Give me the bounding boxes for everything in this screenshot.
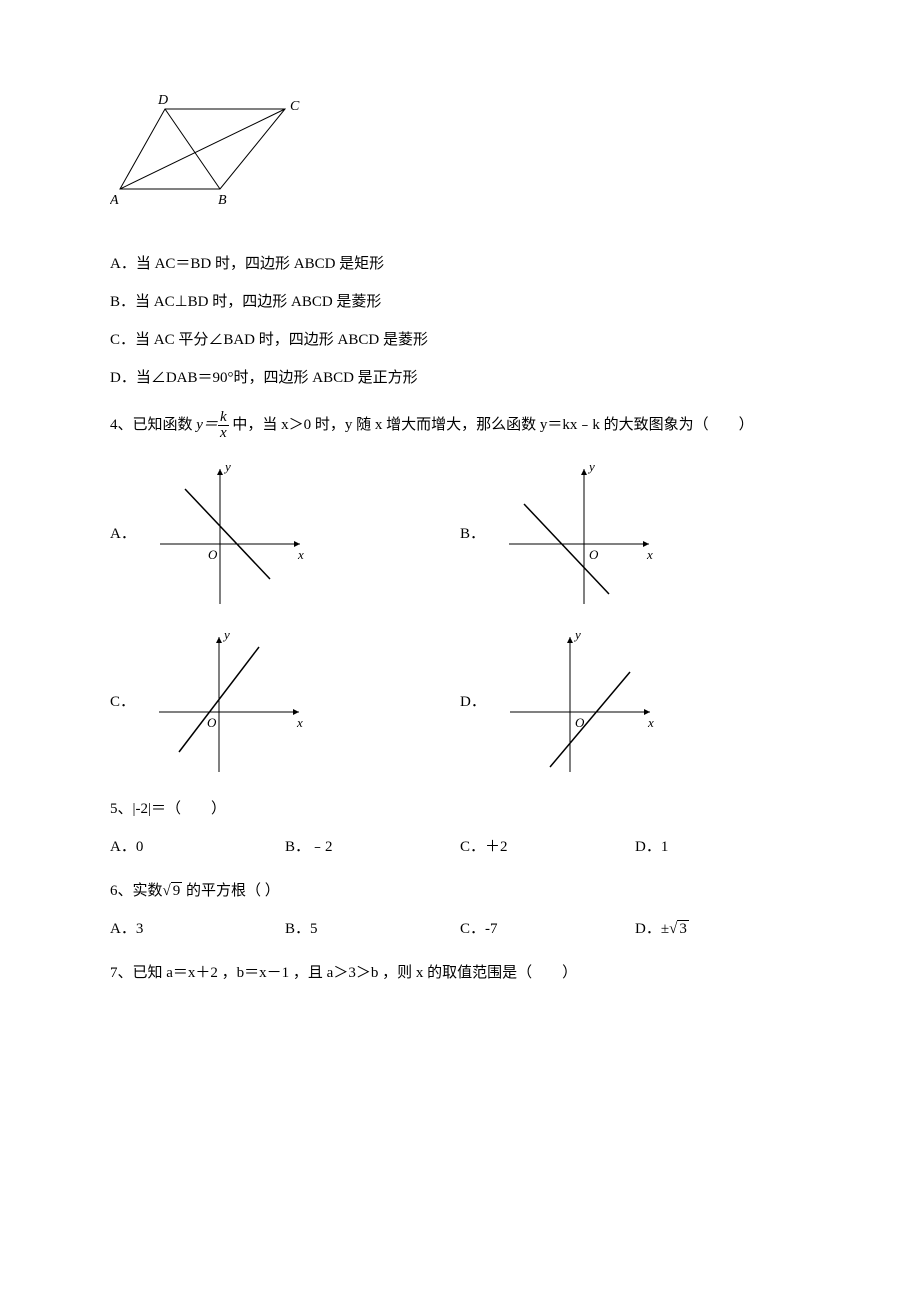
q5-stem: 5、|-2|＝（ ） (110, 797, 810, 821)
q4-stem-pre: 4、已知函数 (110, 417, 196, 433)
svg-text:O: O (589, 547, 599, 562)
q6-options: A．3 B．5 C．-7 D．±√3 (110, 917, 810, 941)
svg-text:x: x (646, 547, 653, 562)
q4-graph-A: y x O (150, 459, 310, 609)
q6-stem-pre: 6、实数 (110, 883, 163, 899)
label-A: A (110, 193, 119, 208)
q6-option-D: D．±√3 (635, 917, 810, 941)
svg-text:y: y (587, 459, 595, 474)
q4-graphs-row2: C． y x O D． y x O (110, 627, 810, 777)
svg-text:y: y (223, 459, 231, 474)
q5-option-A: A．0 (110, 835, 285, 859)
svg-text:y: y (573, 627, 581, 642)
q5-option-D: D．1 (635, 835, 810, 859)
q6-option-D-sqrt-arg: 3 (677, 920, 689, 937)
q6-sqrt-arg: 9 (171, 882, 183, 899)
q4: 4、已知函数 y＝kx 中，当 x＞0 时，y 随 x 增大而增大，那么函数 y… (110, 410, 810, 777)
svg-text:x: x (297, 547, 304, 562)
q7-stem: 7、已知 a＝x＋2 ，b＝x－1 ，且 a＞3＞b ，则 x 的取值范围是（ … (110, 961, 810, 985)
q4-graphs-row1: A． y x O B． y x O (110, 459, 810, 609)
q6-option-D-pre: D．± (635, 921, 669, 937)
parallelogram-figure: A B C D (110, 94, 810, 222)
svg-text:x: x (296, 715, 303, 730)
label-C: C (290, 99, 300, 114)
q6-option-B: B．5 (285, 917, 460, 941)
q4-option-C-label: C． (110, 690, 135, 714)
q7: 7、已知 a＝x＋2 ，b＝x－1 ，且 a＞3＞b ，则 x 的取值范围是（ … (110, 961, 810, 985)
q4-option-A-label: A． (110, 522, 136, 546)
q5-option-C: C．＋2 (460, 835, 635, 859)
q4-option-B-label: B． (460, 522, 485, 546)
svg-text:O: O (207, 715, 217, 730)
q4-stem-mid: 中，当 x＞0 时，y 随 x 增大而增大，那么函数 y＝kx﹣k 的大致图象为… (229, 417, 754, 433)
svg-text:x: x (647, 715, 654, 730)
q6-option-C: C．-7 (460, 917, 635, 941)
svg-text:O: O (575, 715, 585, 730)
q5: 5、|-2|＝（ ） A．0 B．﹣2 C．＋2 D．1 (110, 797, 810, 859)
q4-yeq: y＝ (196, 417, 218, 433)
q3-option-B: B．当 AC⊥BD 时，四边形 ABCD 是菱形 (110, 290, 810, 314)
q5-options: A．0 B．﹣2 C．＋2 D．1 (110, 835, 810, 859)
q6-sqrt-sym: √ (163, 883, 171, 899)
q4-graph-B: y x O (499, 459, 659, 609)
q4-frac-den: x (218, 426, 229, 441)
parallelogram-svg: A B C D (110, 94, 310, 214)
q5-option-B: B．﹣2 (285, 835, 460, 859)
q3-option-C: C．当 AC 平分∠BAD 时，四边形 ABCD 是菱形 (110, 328, 810, 352)
q3-options: A．当 AC＝BD 时，四边形 ABCD 是矩形 B．当 AC⊥BD 时，四边形… (110, 252, 810, 390)
q4-frac-num: k (218, 410, 229, 426)
q4-stem: 4、已知函数 y＝kx 中，当 x＞0 时，y 随 x 增大而增大，那么函数 y… (110, 410, 810, 441)
svg-text:O: O (208, 547, 218, 562)
label-B: B (218, 193, 227, 208)
q4-graph-D: y x O (500, 627, 660, 777)
q4-graph-C: y x O (149, 627, 309, 777)
svg-text:y: y (222, 627, 230, 642)
label-D: D (157, 94, 168, 108)
q3-option-A: A．当 AC＝BD 时，四边形 ABCD 是矩形 (110, 252, 810, 276)
q6-stem-post: 的平方根（ ） (182, 883, 280, 899)
q6-stem: 6、实数√9 的平方根（ ） (110, 879, 810, 903)
q6: 6、实数√9 的平方根（ ） A．3 B．5 C．-7 D．±√3 (110, 879, 810, 941)
q3-option-D: D．当∠DAB＝90°时，四边形 ABCD 是正方形 (110, 366, 810, 390)
q6-option-A: A．3 (110, 917, 285, 941)
q4-option-D-label: D． (460, 690, 486, 714)
